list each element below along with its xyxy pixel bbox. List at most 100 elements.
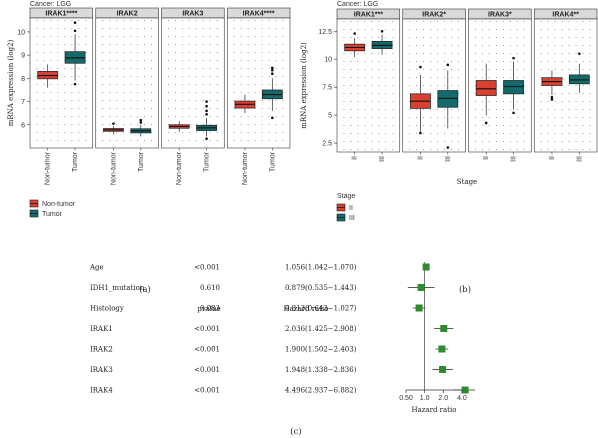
box-outlier [205,137,208,141]
box-outlier [112,122,115,125]
x-tick-label: Non-tumor [45,151,52,185]
hr-marker [440,325,448,332]
x-axis-label: Hazard ratio [411,406,456,414]
y-tick-label: 10 [324,57,332,64]
x-tick-label: 4.0 [457,395,467,402]
y-tick-label: 10 [17,29,25,36]
x-tick-label: III [445,156,452,162]
box-outlier [484,121,488,125]
box-outlier [205,104,208,108]
x-tick-label: II [483,156,490,160]
panel-caption: (b) [459,284,471,295]
box-outlier [446,63,450,67]
facet-panel [29,17,94,149]
x-tick-label: Non-tumor [176,151,183,185]
box-outlier [446,146,450,149]
box-outlier [139,118,143,122]
x-axis-label: Stage [457,178,477,186]
row-pvalue: <0.001 [194,264,220,272]
row-name: IRAK4 [90,387,113,395]
row-hazard-ratio: 2.036(1.425−2.908) [285,325,357,333]
y-tick-label: 2.5 [322,141,332,148]
row-hazard-ratio: 1.900(1.502−2.403) [285,346,357,354]
hr-marker [439,366,447,373]
row-pvalue: <0.001 [194,325,220,333]
row-name: IRAK3 [90,366,113,374]
box-outlier [512,111,515,115]
row-name: IDH1_mutation [90,284,145,292]
panel-caption: (a) [139,284,151,295]
x-tick-label: Tumor [269,151,276,172]
hr-marker [422,263,430,271]
facet-label: IRAK1*** [354,12,383,19]
facet-label: IRAK2* [422,12,446,19]
row-name: Age [89,264,104,272]
row-pvalue: <0.001 [194,346,220,354]
box-outlier [73,82,77,86]
row-name: Histology [90,305,124,313]
row-hazard-ratio: 0.879(0.535−1.443) [285,284,357,292]
box-outlier [271,66,274,70]
y-axis-label: mRNA expression (log2) [7,39,15,126]
box-outlier [550,95,554,99]
legend-label: II [349,205,353,212]
box-iqr [503,80,524,95]
x-tick-label: 2.0 [438,395,448,402]
box-outlier [73,21,77,24]
panel-caption: (c) [290,426,301,437]
row-hazard-ratio: 4.496(2.937−6.882) [285,387,357,395]
box-outlier [271,68,274,72]
chart-title: Cancer: LGG [30,1,71,8]
box-outlier [271,72,274,76]
facet-panel [402,18,466,153]
row-pvalue: 0.610 [200,284,220,292]
legend-label: III [349,215,355,222]
box-outlier [205,113,208,116]
x-tick-label: Tumor [138,151,145,172]
box-outlier [73,29,77,33]
hr-marker [438,345,446,353]
box-outlier [205,109,208,113]
row-pvalue: 0.083 [200,305,220,313]
box-iqr [568,74,590,85]
x-tick-label: II [417,156,424,160]
box-outlier [578,52,581,55]
row-name: IRAK1 [90,325,113,333]
box-iqr [475,80,497,96]
row-pvalue: <0.001 [194,366,220,374]
box-outlier [550,98,554,101]
column-header-pvalue: pvalue [197,305,221,313]
y-axis-label: mRNA expression (log2) [300,42,308,129]
x-tick-label: Non-tumor [242,151,249,185]
y-tick-label: 12.5 [318,29,332,36]
box-outlier [205,100,208,103]
row-hazard-ratio: 0.813(0.643−1.027) [285,305,357,313]
y-tick-label: 8 [21,76,25,83]
facet-panel [336,18,401,153]
facet-label: IRAK4**** [243,11,275,18]
box-outlier [512,56,515,60]
row-hazard-ratio: 1.948(1.338−2.836) [285,366,357,374]
x-tick-label: 1.0 [420,395,430,402]
facet-panel [226,17,291,149]
row-hazard-ratio: 1.056(1.042−1.070) [285,264,357,272]
hr-marker [461,386,469,394]
y-tick-label: 9 [21,53,25,60]
legend-title: Stage [337,193,355,200]
y-tick-label: 7 [21,99,25,106]
x-tick-label: Tumor [72,151,79,172]
y-tick-label: 6 [21,122,25,129]
x-tick-label: III [379,156,386,162]
box-outlier [271,116,274,120]
x-tick-label: 0.50 [399,395,413,402]
x-tick-label: Tumor [204,151,211,172]
box-outlier [419,65,422,69]
facet-label: IRAK3* [488,12,512,19]
column-header-hazard-ratio: Hazard ratio [284,305,329,313]
facet-label: IRAK4** [552,12,579,19]
x-tick-label: III [511,156,518,162]
hr-marker [415,304,423,312]
facet-panel [95,17,159,149]
x-tick-label: III [576,156,583,162]
